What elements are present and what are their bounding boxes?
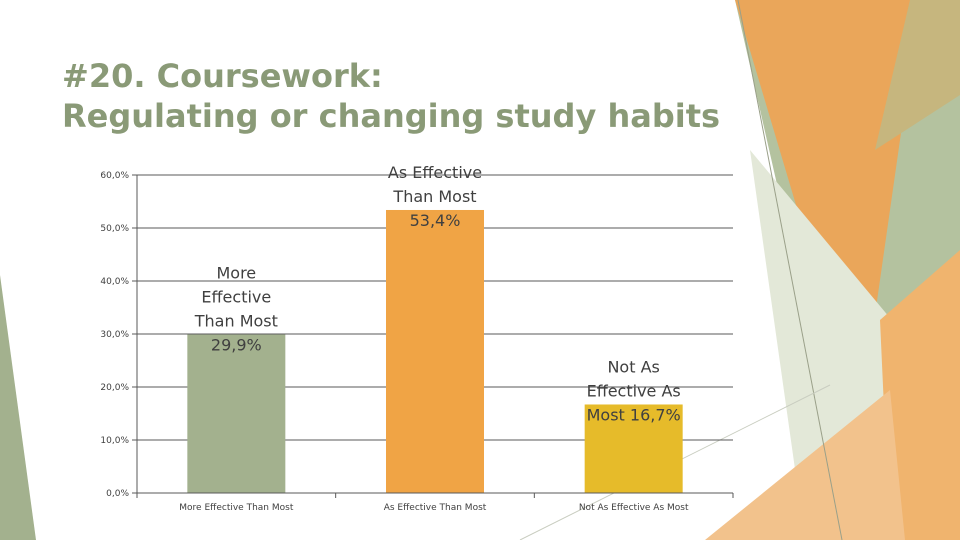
x-category-label: As Effective Than Most <box>384 503 487 513</box>
left-edge-shape <box>0 275 36 540</box>
right-thin-line <box>737 0 843 540</box>
data-label-line: More <box>216 264 256 283</box>
axes <box>132 174 734 498</box>
y-tick-label: 50,0% <box>100 224 129 234</box>
data-label-line: As Effective <box>388 163 482 182</box>
data-label-line: Not As <box>607 357 659 376</box>
y-tick-label: 20,0% <box>100 383 129 393</box>
bars <box>187 209 683 494</box>
page-title: #20. Coursework: Regulating or changing … <box>62 56 720 136</box>
data-label: More Effective Than Most 29,9% <box>194 264 278 355</box>
y-tick-label: 10,0% <box>100 436 129 446</box>
y-tick-label: 30,0% <box>100 330 129 340</box>
y-tick-label: 60,0% <box>100 171 129 181</box>
data-label-line: Most 16,7% <box>587 405 681 424</box>
data-label-line: 53,4% <box>410 211 461 230</box>
y-tick-label: 40,0% <box>100 277 129 287</box>
x-category-label: More Effective Than Most <box>179 503 294 513</box>
data-label: As Effective Than Most 53,4% <box>388 163 482 230</box>
y-tick-label: 0,0% <box>106 489 129 499</box>
data-label-line: Than Most <box>194 312 278 331</box>
title-line-2: Regulating or changing study habits <box>62 97 721 135</box>
data-label-line: Effective As <box>587 381 681 400</box>
bar <box>187 334 286 493</box>
right-panel-lower-orange <box>880 250 960 540</box>
bottom-orange-wedge <box>705 390 905 540</box>
bar <box>386 209 484 494</box>
labels: 0,0% 10,0% 20,0% 30,0% 40,0% 50,0% 60,0% More E… <box>100 163 689 513</box>
data-label-line: Than Most <box>392 187 476 206</box>
bar <box>584 404 683 493</box>
title-line-1: #20. Coursework: <box>62 57 383 95</box>
right-panel-tan <box>875 0 960 150</box>
data-label-line: Effective <box>201 288 271 307</box>
data-label: Not As Effective As Most 16,7% <box>587 357 681 424</box>
data-label-line: 29,9% <box>211 336 262 355</box>
x-category-label: Not As Effective As Most <box>579 503 689 513</box>
